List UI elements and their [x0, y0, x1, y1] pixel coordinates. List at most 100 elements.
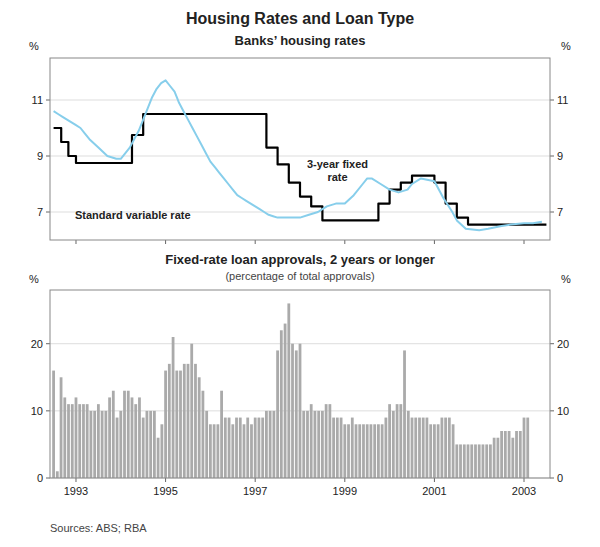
bar — [448, 418, 451, 478]
bar — [440, 418, 443, 478]
bar — [71, 404, 74, 478]
bar — [265, 411, 268, 478]
panel-subtitle: (percentage of total approvals) — [225, 270, 374, 282]
bar — [142, 418, 145, 478]
bar — [463, 444, 466, 478]
y-tick-label: 0 — [37, 472, 43, 484]
y-tick — [46, 410, 50, 411]
bar — [157, 438, 160, 478]
bar — [123, 391, 126, 478]
bar — [272, 411, 275, 478]
bar — [496, 438, 499, 478]
bar — [343, 424, 346, 478]
y-tick-label: 7 — [37, 206, 43, 218]
bar — [231, 424, 234, 478]
bar — [429, 424, 432, 478]
bar — [310, 404, 313, 478]
bar — [52, 371, 55, 478]
panel: 0010102020199319951997199920012003%%Fixe… — [29, 252, 571, 497]
x-tick — [165, 478, 166, 482]
bar — [97, 404, 100, 478]
panel-title: Fixed-rate loan approvals, 2 years or lo… — [165, 252, 434, 267]
bar — [508, 431, 511, 478]
bar — [63, 397, 66, 478]
bar — [216, 424, 219, 478]
bar — [493, 438, 496, 478]
bar — [205, 411, 208, 478]
bar — [433, 424, 436, 478]
bar — [347, 424, 350, 478]
x-tick — [344, 240, 345, 244]
bar — [377, 424, 380, 478]
bar — [366, 424, 369, 478]
bar — [287, 303, 290, 478]
panel-title: Banks’ housing rates — [235, 33, 366, 48]
bar — [164, 371, 167, 478]
bar — [482, 444, 485, 478]
bar — [187, 364, 190, 478]
bar — [526, 418, 529, 478]
bar — [146, 411, 149, 478]
y-tick-label: 20 — [31, 338, 43, 350]
x-tick — [434, 478, 435, 482]
bar — [470, 444, 473, 478]
bar — [112, 391, 115, 478]
bar — [444, 418, 447, 478]
bar — [519, 431, 522, 478]
bar — [276, 350, 279, 478]
y2-axis-label: % — [561, 40, 571, 52]
bar — [243, 424, 246, 478]
bar — [93, 411, 96, 478]
bar — [194, 364, 197, 478]
bar — [261, 418, 264, 478]
x-tick — [344, 478, 345, 482]
grid-line — [50, 100, 550, 101]
bar — [295, 350, 298, 478]
plot-frame — [50, 58, 550, 240]
source-note: Sources: ABS; RBA — [50, 522, 147, 534]
bar — [314, 411, 317, 478]
bar — [384, 418, 387, 478]
bar — [86, 404, 89, 478]
bar — [291, 344, 294, 478]
y2-tick — [550, 478, 554, 479]
bar — [474, 444, 477, 478]
bar — [373, 424, 376, 478]
y2-tick — [550, 343, 554, 344]
bar — [351, 418, 354, 478]
y-tick — [46, 100, 50, 101]
x-tick-label: 1993 — [64, 485, 88, 497]
bar — [459, 444, 462, 478]
y2-tick-label: 7 — [557, 206, 563, 218]
bar — [202, 391, 205, 478]
x-tick — [524, 240, 525, 244]
bar — [336, 418, 339, 478]
bar — [116, 418, 119, 478]
bar — [131, 397, 134, 478]
bar — [149, 411, 152, 478]
bar — [104, 411, 107, 478]
bar — [489, 444, 492, 478]
bar — [452, 424, 455, 478]
bar — [388, 404, 391, 478]
bar — [414, 418, 417, 478]
bar — [362, 424, 365, 478]
figure-title: Housing Rates and Loan Type — [186, 10, 414, 27]
bar — [515, 431, 518, 478]
bar — [511, 438, 514, 478]
y2-tick-label: 20 — [557, 338, 569, 350]
bar — [485, 444, 488, 478]
x-tick — [255, 478, 256, 482]
x-tick-label: 2001 — [422, 485, 446, 497]
bar — [306, 411, 309, 478]
bar — [358, 424, 361, 478]
x-tick — [434, 240, 435, 244]
bar — [504, 431, 507, 478]
bar — [254, 418, 257, 478]
bar — [127, 391, 130, 478]
x-tick-label: 1999 — [333, 485, 357, 497]
bar — [399, 404, 402, 478]
series-label: Standard variable rate — [75, 209, 191, 221]
bar — [168, 364, 171, 478]
bar — [220, 391, 223, 478]
